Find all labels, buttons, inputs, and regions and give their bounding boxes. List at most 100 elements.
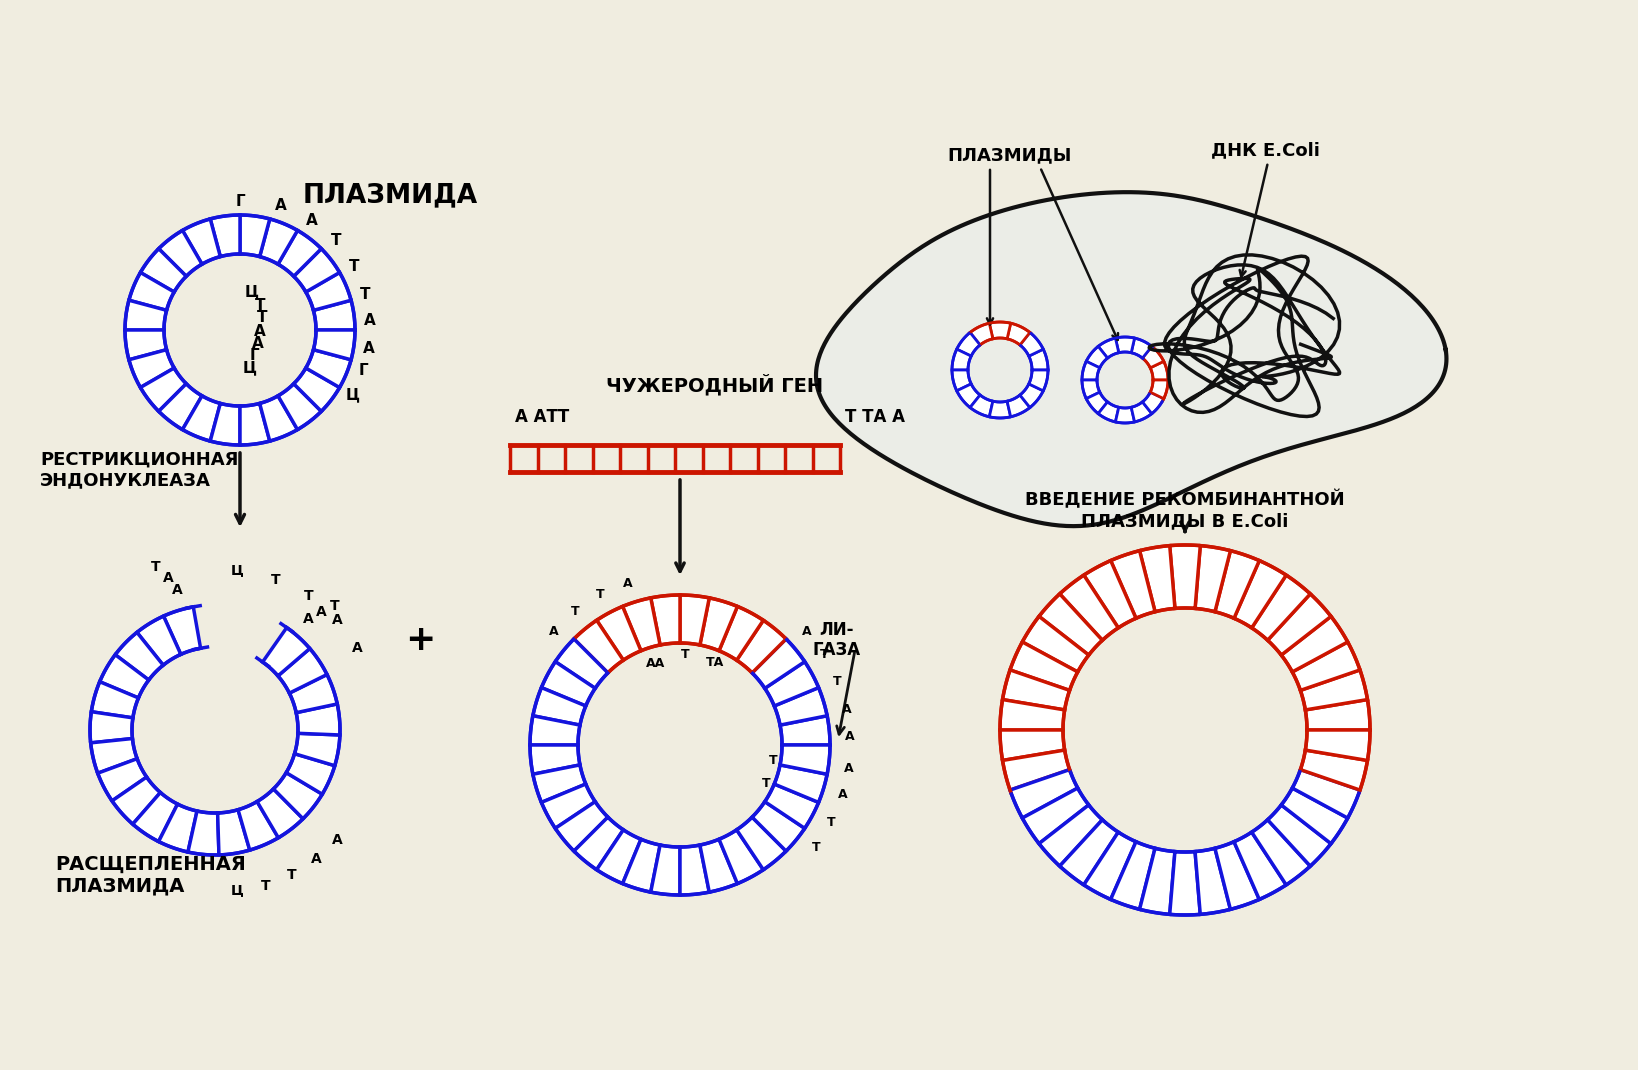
Polygon shape: [260, 219, 298, 264]
Polygon shape: [1060, 820, 1119, 885]
Polygon shape: [737, 817, 786, 870]
Polygon shape: [1150, 380, 1168, 399]
Polygon shape: [1007, 323, 1030, 345]
Polygon shape: [1086, 392, 1107, 414]
Polygon shape: [752, 801, 804, 851]
Polygon shape: [1038, 594, 1102, 655]
Text: А: А: [254, 323, 265, 338]
Text: Т: Т: [287, 868, 296, 882]
Text: РЕСТРИКЦИОННАЯ
ЭНДОНУКЛЕАЗА: РЕСТРИКЦИОННАЯ ЭНДОНУКЛЕАЗА: [39, 450, 239, 489]
Text: Ц: Ц: [246, 285, 259, 300]
Polygon shape: [816, 193, 1446, 526]
Text: Т: Т: [331, 598, 341, 612]
Polygon shape: [1060, 575, 1119, 640]
Text: А: А: [275, 198, 287, 213]
Polygon shape: [1292, 642, 1360, 690]
Polygon shape: [1281, 789, 1348, 843]
Text: Т: Т: [827, 815, 835, 828]
Polygon shape: [238, 801, 278, 850]
Polygon shape: [1268, 805, 1332, 866]
Polygon shape: [164, 607, 200, 655]
Text: +: +: [405, 623, 436, 657]
Polygon shape: [296, 704, 341, 735]
Polygon shape: [159, 804, 197, 852]
Text: Т: Т: [260, 878, 270, 893]
Polygon shape: [1022, 789, 1089, 843]
Polygon shape: [989, 322, 1011, 339]
Polygon shape: [1084, 832, 1137, 900]
Text: АА: АА: [645, 657, 665, 670]
Polygon shape: [278, 384, 321, 429]
Polygon shape: [1011, 642, 1078, 690]
Text: Т: Т: [762, 777, 771, 790]
Text: Ц: Ц: [346, 387, 360, 402]
Text: Т: Т: [572, 605, 580, 617]
Polygon shape: [1029, 370, 1048, 391]
Polygon shape: [1115, 337, 1135, 353]
Polygon shape: [1305, 730, 1369, 761]
Polygon shape: [210, 215, 241, 257]
Polygon shape: [1083, 380, 1099, 399]
Polygon shape: [1251, 820, 1310, 885]
Text: А: А: [842, 703, 852, 716]
Text: Т: Т: [821, 648, 829, 661]
Text: ЛИ-
ГАЗА: ЛИ- ГАЗА: [812, 621, 862, 659]
Polygon shape: [573, 621, 624, 673]
Text: А: А: [164, 571, 174, 585]
Polygon shape: [133, 793, 177, 842]
Polygon shape: [970, 395, 993, 417]
Text: А: А: [311, 852, 321, 867]
Polygon shape: [1038, 805, 1102, 866]
Polygon shape: [555, 639, 608, 688]
Polygon shape: [1002, 670, 1070, 709]
Polygon shape: [1132, 402, 1152, 422]
Polygon shape: [1142, 347, 1163, 368]
Polygon shape: [210, 403, 241, 445]
Polygon shape: [1111, 551, 1155, 618]
Polygon shape: [218, 810, 249, 855]
Polygon shape: [775, 688, 827, 725]
Polygon shape: [1115, 408, 1135, 423]
Polygon shape: [1268, 594, 1332, 655]
Polygon shape: [313, 330, 355, 360]
Text: А: А: [364, 340, 375, 355]
Polygon shape: [1233, 832, 1286, 900]
Text: Т: Т: [256, 297, 265, 312]
Polygon shape: [680, 595, 709, 645]
Polygon shape: [532, 688, 586, 725]
Polygon shape: [188, 811, 219, 855]
Polygon shape: [306, 273, 351, 310]
Polygon shape: [699, 598, 737, 651]
Polygon shape: [141, 368, 187, 411]
Text: Т: Т: [811, 841, 821, 854]
Text: Т: Т: [331, 233, 341, 248]
Polygon shape: [573, 817, 624, 870]
Polygon shape: [1301, 750, 1368, 790]
Text: Т: Т: [596, 588, 604, 601]
Polygon shape: [241, 215, 270, 257]
Text: А: А: [364, 314, 375, 328]
Polygon shape: [262, 628, 310, 676]
Polygon shape: [952, 349, 971, 370]
Polygon shape: [1140, 849, 1174, 915]
Polygon shape: [92, 682, 139, 718]
Text: А: А: [305, 213, 318, 228]
Text: А: А: [172, 583, 183, 597]
Polygon shape: [274, 773, 323, 819]
Text: А: А: [331, 832, 342, 846]
Polygon shape: [699, 839, 737, 892]
Text: Т: Т: [270, 572, 280, 586]
Polygon shape: [1001, 700, 1065, 730]
Polygon shape: [596, 830, 640, 884]
Polygon shape: [1097, 338, 1119, 358]
Polygon shape: [719, 830, 763, 884]
Polygon shape: [775, 765, 827, 802]
Polygon shape: [952, 370, 971, 391]
Polygon shape: [989, 401, 1011, 418]
Text: Ц: Ц: [231, 884, 244, 898]
Polygon shape: [293, 248, 339, 292]
Polygon shape: [182, 396, 221, 441]
Polygon shape: [737, 621, 786, 673]
Polygon shape: [1233, 561, 1286, 628]
Text: ПЛАЗМИДА: ПЛАЗМИДА: [303, 182, 478, 208]
